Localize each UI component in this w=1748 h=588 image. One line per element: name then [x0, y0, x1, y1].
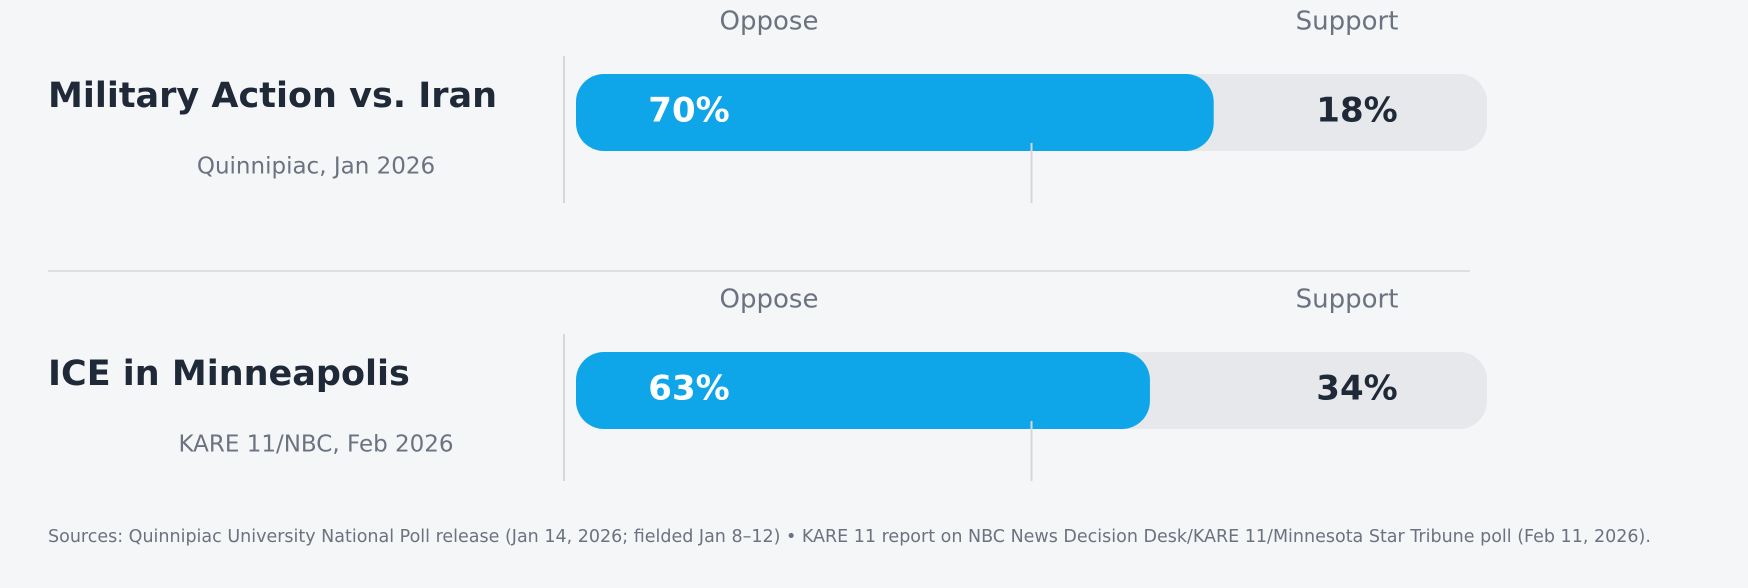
oppose-bar — [576, 74, 1214, 151]
support-bar — [1177, 352, 1487, 429]
oppose-value: 70% — [648, 91, 729, 131]
support-label: Support — [1296, 285, 1399, 315]
oppose-label: Oppose — [720, 285, 819, 315]
footer: Sources: Quinnipiac University National … — [48, 527, 1651, 547]
support-value: 34% — [1316, 369, 1397, 409]
support-value: 18% — [1316, 91, 1397, 131]
oppose-value: 63% — [648, 369, 729, 409]
support-bar — [1323, 74, 1487, 151]
row-title: Military Action vs. Iran — [48, 76, 497, 116]
row-title: ICE in Minneapolis — [48, 354, 410, 394]
support-label: Support — [1296, 7, 1399, 37]
row-source: KARE 11/NBC, Feb 2026 — [178, 432, 453, 458]
row-source: Quinnipiac, Jan 2026 — [197, 154, 435, 180]
oppose-bar — [576, 352, 1150, 429]
oppose-label: Oppose — [720, 7, 819, 37]
